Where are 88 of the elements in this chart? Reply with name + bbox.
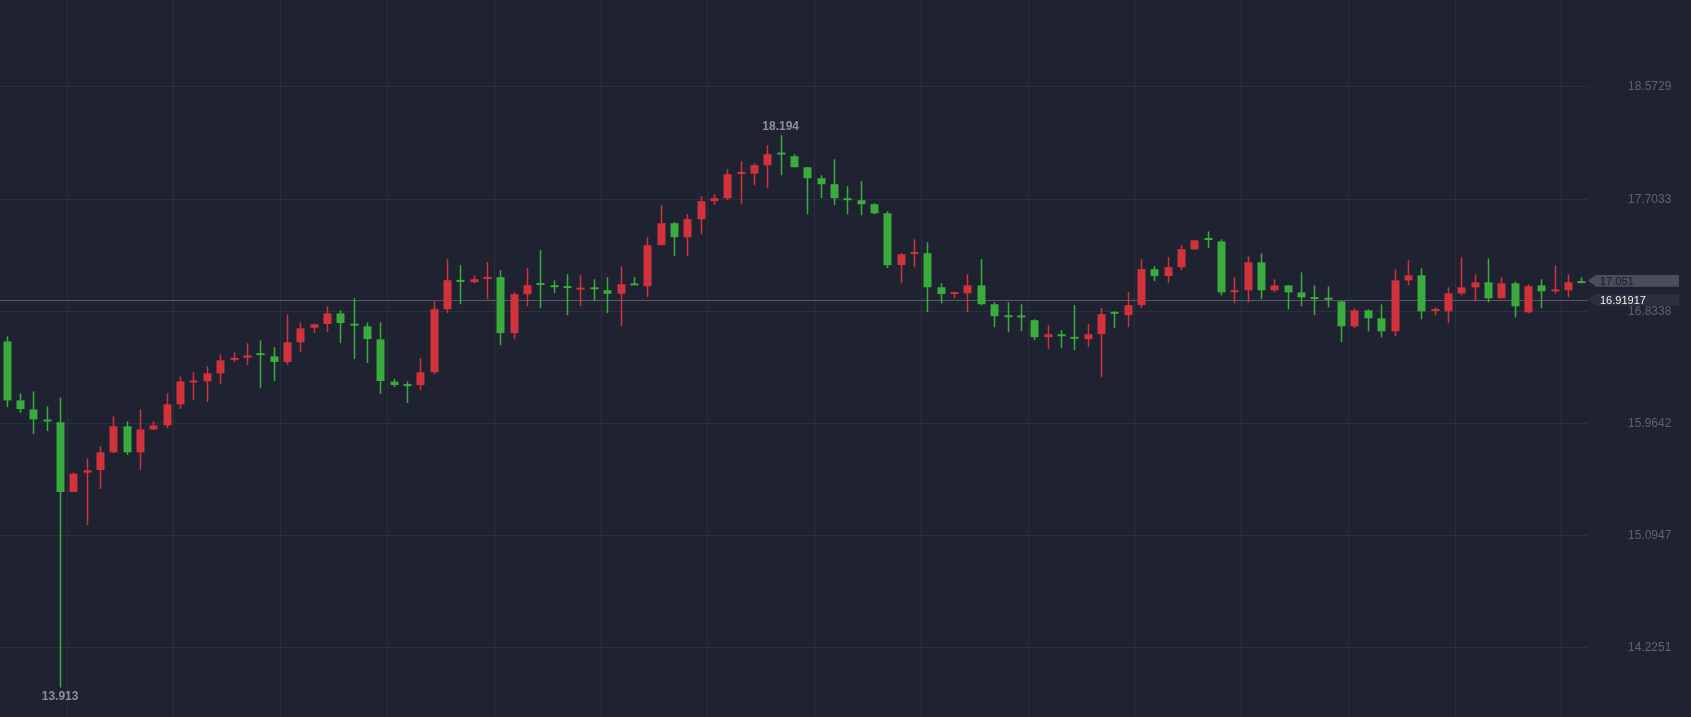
candlestick [1177, 244, 1186, 271]
candlestick [1230, 276, 1239, 305]
candlestick [1044, 324, 1053, 350]
candlestick [203, 365, 212, 403]
candlestick [523, 267, 532, 307]
candlestick [403, 380, 412, 404]
candlestick [136, 408, 145, 471]
candlestick [43, 405, 52, 432]
candlestick [1377, 303, 1386, 339]
candlestick [963, 273, 972, 313]
candlestick [576, 274, 585, 307]
y-tick-label: 14.2251 [1628, 639, 1672, 654]
candlestick [1350, 307, 1359, 330]
candlestick [323, 305, 332, 333]
candlestick [670, 221, 679, 257]
y-tick-label: 18.5729 [1628, 78, 1672, 93]
candlestick [1564, 273, 1573, 299]
annotation: 18.194 [762, 118, 800, 133]
candlestick [1457, 256, 1466, 297]
candlestick [1124, 291, 1133, 328]
candlestick [296, 321, 305, 353]
candlestick [1310, 284, 1319, 317]
candlestick [163, 392, 172, 429]
candlestick [803, 166, 812, 215]
candlestick [536, 249, 545, 309]
candlestick [830, 158, 839, 206]
candlestick [1324, 285, 1333, 309]
y-tick-label: 15.0947 [1628, 527, 1672, 542]
candlestick [189, 371, 198, 401]
candlestick [763, 144, 772, 189]
candlestick [723, 168, 732, 201]
candlestick [363, 321, 372, 364]
candlestick [283, 313, 292, 366]
candlestick [1364, 308, 1373, 333]
candlestick [336, 309, 345, 344]
candlestick [590, 278, 599, 302]
candlestick [1030, 318, 1039, 341]
candlestick [603, 276, 612, 314]
y-tick-label: 16.8338 [1628, 303, 1672, 318]
candlestick [350, 297, 359, 360]
candlestick [1537, 278, 1546, 310]
candlestick [1017, 303, 1026, 332]
candlestick [1511, 280, 1520, 319]
candlestick [857, 180, 866, 216]
candlestick [1004, 301, 1013, 333]
candlestick [1097, 307, 1106, 378]
candlestick [16, 392, 25, 414]
candlestick [843, 185, 852, 215]
candlestick [1444, 286, 1453, 325]
candlestick [216, 353, 225, 385]
candlestick [1404, 259, 1413, 287]
candlestick [1551, 264, 1560, 295]
candlestick [416, 357, 425, 391]
candlestick [817, 174, 826, 199]
annotation: 13.913 [41, 688, 79, 703]
candlestick [897, 252, 906, 284]
candlestick [937, 282, 946, 304]
candlestick [243, 342, 252, 366]
candlestick [1471, 273, 1480, 303]
y-tick-label: 15.9642 [1628, 415, 1672, 430]
candlestick [1070, 304, 1079, 351]
candlestick [1284, 284, 1293, 311]
candlestick [83, 457, 92, 526]
candlestick [777, 134, 786, 176]
candlestick [96, 445, 105, 490]
candlestick [737, 160, 746, 205]
candlestick [176, 375, 185, 410]
candlestick [1164, 256, 1173, 284]
candlestick [456, 264, 465, 305]
candlestick [990, 301, 999, 328]
candlestick [1484, 257, 1493, 304]
candlestick [683, 213, 692, 257]
candlestick [256, 339, 265, 389]
candlestick [563, 273, 572, 316]
ref-line-label: 16.91917 [1600, 293, 1646, 306]
candlestick [69, 471, 78, 493]
candlestick [617, 265, 626, 327]
candlestick [697, 195, 706, 235]
candlestick [910, 238, 919, 268]
candlestick [483, 261, 492, 300]
candlestick [270, 346, 279, 382]
y-tick-label: 17.7033 [1628, 191, 1672, 206]
candlestick [977, 258, 986, 307]
candlestick [1297, 271, 1306, 308]
candlestick [657, 204, 666, 246]
candlestick [1084, 323, 1093, 348]
candlestick [29, 390, 38, 435]
candlestick [750, 162, 759, 186]
